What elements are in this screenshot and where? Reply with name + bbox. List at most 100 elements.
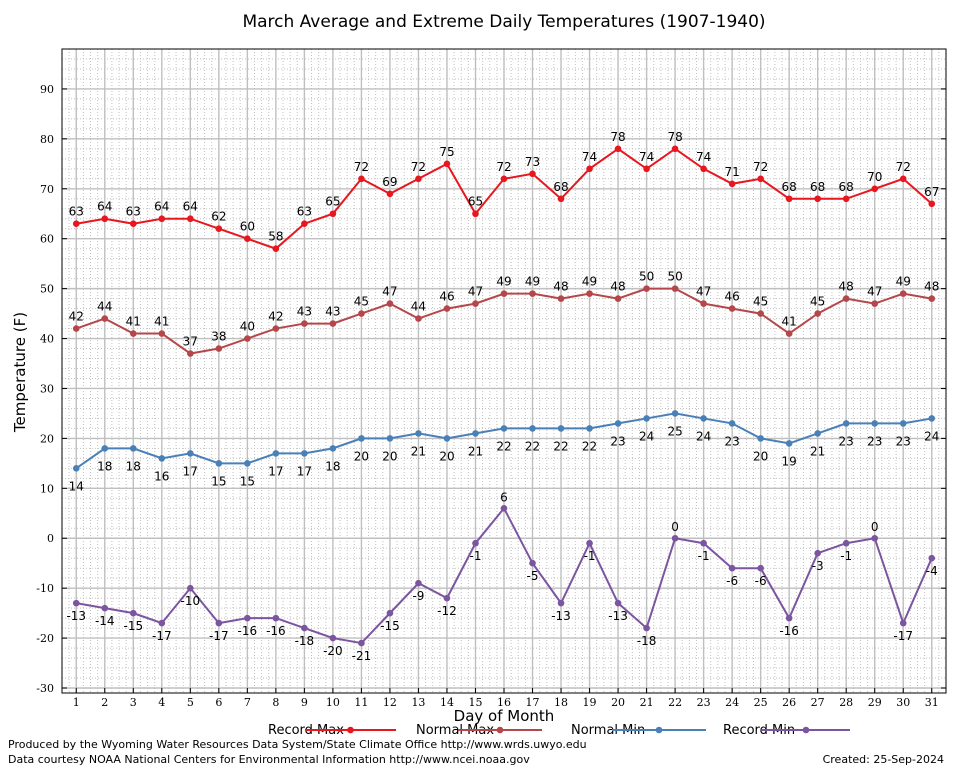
data-label: 23	[839, 434, 854, 448]
footer-created-date: Created: 25-Sep-2024	[822, 753, 944, 766]
data-point	[614, 295, 622, 302]
data-point	[215, 345, 223, 352]
data-point	[158, 619, 166, 627]
data-point	[671, 534, 679, 542]
data-label: 21	[810, 444, 825, 458]
data-label: 68	[839, 180, 854, 194]
data-label: 23	[724, 434, 739, 448]
data-label: 19	[782, 454, 797, 468]
data-label: 48	[839, 280, 854, 294]
data-label: 48	[553, 280, 568, 294]
data-label: 63	[69, 205, 84, 219]
data-point	[129, 330, 137, 337]
data-label: 15	[211, 474, 226, 488]
data-point	[671, 410, 679, 417]
data-point	[101, 445, 109, 452]
footer-produced-by: Produced by the Wyoming Water Resources …	[8, 738, 587, 751]
x-tick-label: 20	[611, 696, 625, 709]
data-label: 47	[867, 285, 882, 299]
data-point	[557, 599, 565, 607]
legend-marker	[347, 726, 354, 734]
data-point	[301, 320, 308, 327]
data-point	[643, 285, 650, 292]
data-label: 69	[382, 175, 397, 189]
data-label: -13	[608, 609, 628, 623]
data-point	[928, 554, 936, 562]
data-point	[158, 330, 166, 337]
data-point	[586, 290, 593, 297]
data-label: 41	[782, 315, 797, 329]
data-point	[529, 559, 536, 567]
data-point	[101, 315, 109, 322]
data-label: 17	[268, 464, 283, 478]
data-label: 64	[97, 200, 112, 214]
footer-data-courtesy: Data courtesy NOAA National Centers for …	[8, 753, 530, 766]
data-label: 0	[671, 520, 679, 534]
data-label: 14	[69, 479, 84, 493]
data-point	[614, 145, 622, 153]
data-point	[529, 425, 536, 432]
data-point	[72, 325, 80, 332]
data-label: 16	[154, 469, 169, 483]
x-tick-label: 9	[301, 696, 308, 709]
data-label: -15	[380, 619, 400, 633]
data-point	[814, 549, 821, 557]
y-tick-label: 20	[40, 432, 54, 445]
data-label: 75	[439, 145, 454, 159]
x-tick-label: 4	[158, 696, 165, 709]
data-point	[244, 614, 251, 622]
data-point	[215, 619, 223, 627]
data-point	[101, 215, 109, 223]
data-point	[842, 195, 850, 203]
data-point	[72, 599, 80, 607]
data-point	[700, 300, 707, 307]
data-point	[358, 175, 365, 183]
data-label: 72	[354, 160, 369, 174]
data-point	[700, 415, 707, 422]
data-label: 49	[896, 275, 911, 289]
data-point	[557, 295, 565, 302]
data-label: 24	[639, 429, 654, 443]
x-tick-label: 24	[725, 696, 739, 709]
data-point	[928, 200, 936, 208]
data-label: -14	[95, 614, 115, 628]
y-tick-label: 0	[47, 532, 54, 545]
data-label: -17	[209, 629, 229, 643]
series-record-max: 63 64 63 64 64 62 60 58 63 65 72 69 72 75 65 72 73 68 74 78…	[69, 130, 939, 252]
data-label: 78	[610, 130, 625, 144]
data-label: -18	[637, 634, 657, 648]
data-label: 15	[240, 474, 255, 488]
data-label: -1	[840, 549, 852, 563]
data-label: -17	[893, 629, 913, 643]
data-point	[728, 180, 736, 188]
data-point	[757, 435, 764, 442]
data-label: 22	[553, 439, 568, 453]
data-point	[129, 609, 137, 617]
data-point	[244, 235, 251, 243]
data-label: 43	[325, 305, 340, 319]
data-label: 45	[753, 295, 768, 309]
data-point	[272, 614, 280, 622]
data-point	[101, 604, 109, 612]
data-label: -16	[779, 624, 799, 638]
data-label: 42	[69, 310, 84, 324]
data-point	[529, 170, 536, 178]
y-tick-label: 50	[40, 283, 54, 296]
data-label: -16	[266, 624, 286, 638]
data-point	[643, 165, 650, 173]
data-label: 47	[696, 285, 711, 299]
data-point	[215, 460, 223, 467]
data-label: 74	[582, 150, 597, 164]
series-normal-max: 42 44 41 41 37 38 40 42 43 43 45 47 44 46 47 49 49 48 49 48…	[69, 270, 939, 357]
x-tick-label: 30	[896, 696, 910, 709]
data-point	[728, 564, 736, 572]
x-tick-label: 14	[440, 696, 454, 709]
data-label: 6	[500, 490, 508, 504]
data-label: -17	[152, 629, 172, 643]
data-point	[158, 215, 166, 223]
data-point	[329, 445, 337, 452]
data-label: -12	[437, 604, 457, 618]
data-label: 0	[871, 520, 879, 534]
data-label: 18	[325, 459, 340, 473]
